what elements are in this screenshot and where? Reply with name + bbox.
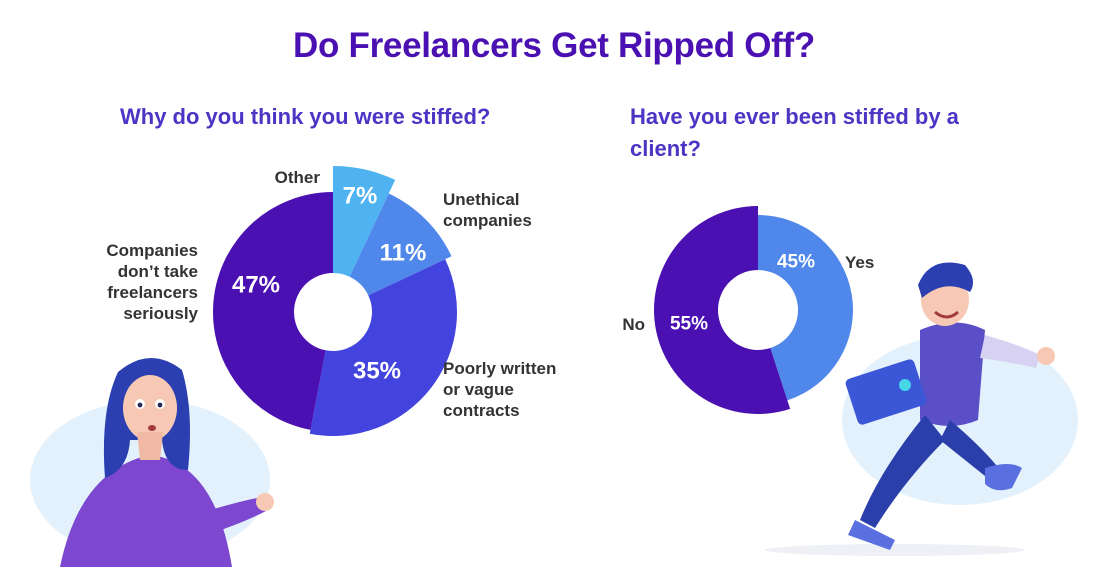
woman-pupil-right [157,402,163,408]
man-smile [934,310,960,319]
man-hand-right [1037,347,1055,365]
category-label-yes: Yes [845,253,874,272]
left-chart-title: Why do you think you were stiffed? [120,104,491,129]
slice-unethical-companies [349,193,452,296]
woman-neck [137,432,163,460]
man-leg-left [860,415,945,528]
woman-pupil-left [137,402,143,408]
man-shoe-right [985,464,1022,491]
laptop-badge [899,379,911,391]
man-hair [918,262,974,298]
laptop-icon [845,359,927,425]
woman-hand [256,493,274,511]
slice-companies-don-t-take-freelancers-seriously [212,192,333,430]
man-shoe-left [848,520,895,550]
category-label-no: No [622,315,645,334]
woman-illustration [30,357,274,567]
category-label-companies-don-t-take-freelancers-seriously: Companies don’t take freelancers seriously [106,241,198,323]
category-label-poorly-written-or-vague-contracts: Poorly written or vague contracts [443,359,556,420]
man-leg-right [940,420,1000,480]
man-vest [920,322,985,426]
woman-face [123,375,177,441]
slice-other [333,166,396,277]
slice-no [654,206,791,415]
woman-body [60,455,232,567]
slice-poorly-written-or-vague-contracts [309,259,457,436]
woman-arm [210,497,268,532]
man-arm-right [980,335,1040,368]
value-label-unethical-companies: 11% [380,240,427,267]
value-label-poorly-written-or-vague-contracts: 35% [353,358,401,385]
left-donut-chart: 7% 11% 35% 47% Other Unethical companies Poorly… [106,166,556,436]
value-label-yes: 45% [777,252,815,273]
right-donut-chart: 45% 55% Yes No [622,206,874,415]
category-label-unethical-companies: Unethical companies [443,190,532,230]
man-illustration [765,262,1078,556]
right-chart-title: Have you ever been stiffed by a client? [630,104,959,161]
woman-mouth [148,425,156,431]
page-title: Do Freelancers Get Ripped Off? [293,26,815,65]
value-label-other: 7% [343,183,378,210]
value-label-no: 55% [670,314,708,335]
category-label-other: Other [275,168,321,187]
man-shadow [765,544,1025,556]
slice-yes [758,215,854,401]
value-label-companies-don-t-take-freelancers-seriously: 47% [232,272,280,299]
